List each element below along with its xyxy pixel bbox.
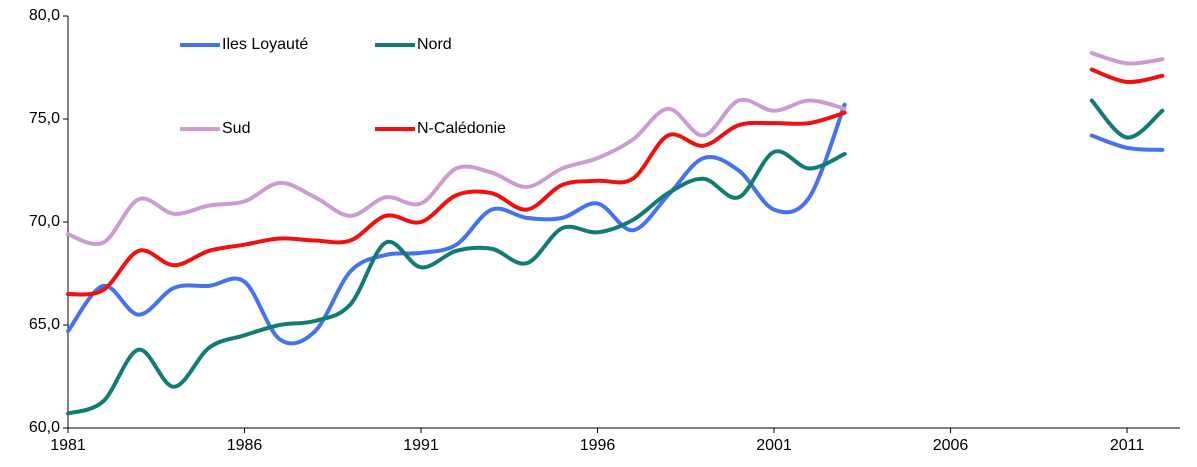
x-tick-label: 1996 bbox=[580, 437, 616, 454]
legend-label: Nord bbox=[417, 36, 452, 53]
y-tick-label: 60,0 bbox=[29, 419, 60, 436]
series-line bbox=[1089, 67, 1165, 84]
series-line bbox=[1089, 98, 1165, 140]
y-tick-label: 80,0 bbox=[29, 7, 60, 24]
series-line bbox=[1089, 133, 1165, 152]
x-tick-label: 2011 bbox=[1110, 437, 1145, 454]
series-line bbox=[66, 102, 847, 346]
series-line bbox=[66, 149, 847, 416]
x-tick-label: 1986 bbox=[227, 437, 263, 454]
x-tick-label: 1981 bbox=[50, 437, 86, 454]
series-line bbox=[1089, 51, 1165, 66]
x-tick-label: 2001 bbox=[756, 437, 792, 454]
legend-label: N-Calédonie bbox=[417, 120, 506, 137]
y-tick-label: 75,0 bbox=[29, 110, 60, 127]
series-line bbox=[66, 97, 847, 246]
y-tick-label: 65,0 bbox=[29, 316, 60, 333]
y-tick-label: 70,0 bbox=[29, 213, 60, 230]
series-line bbox=[66, 110, 847, 297]
x-tick-label: 1991 bbox=[403, 437, 439, 454]
legend-label: Iles Loyauté bbox=[222, 36, 308, 53]
x-tick-label: 2006 bbox=[933, 437, 969, 454]
legend-label: Sud bbox=[222, 120, 250, 137]
